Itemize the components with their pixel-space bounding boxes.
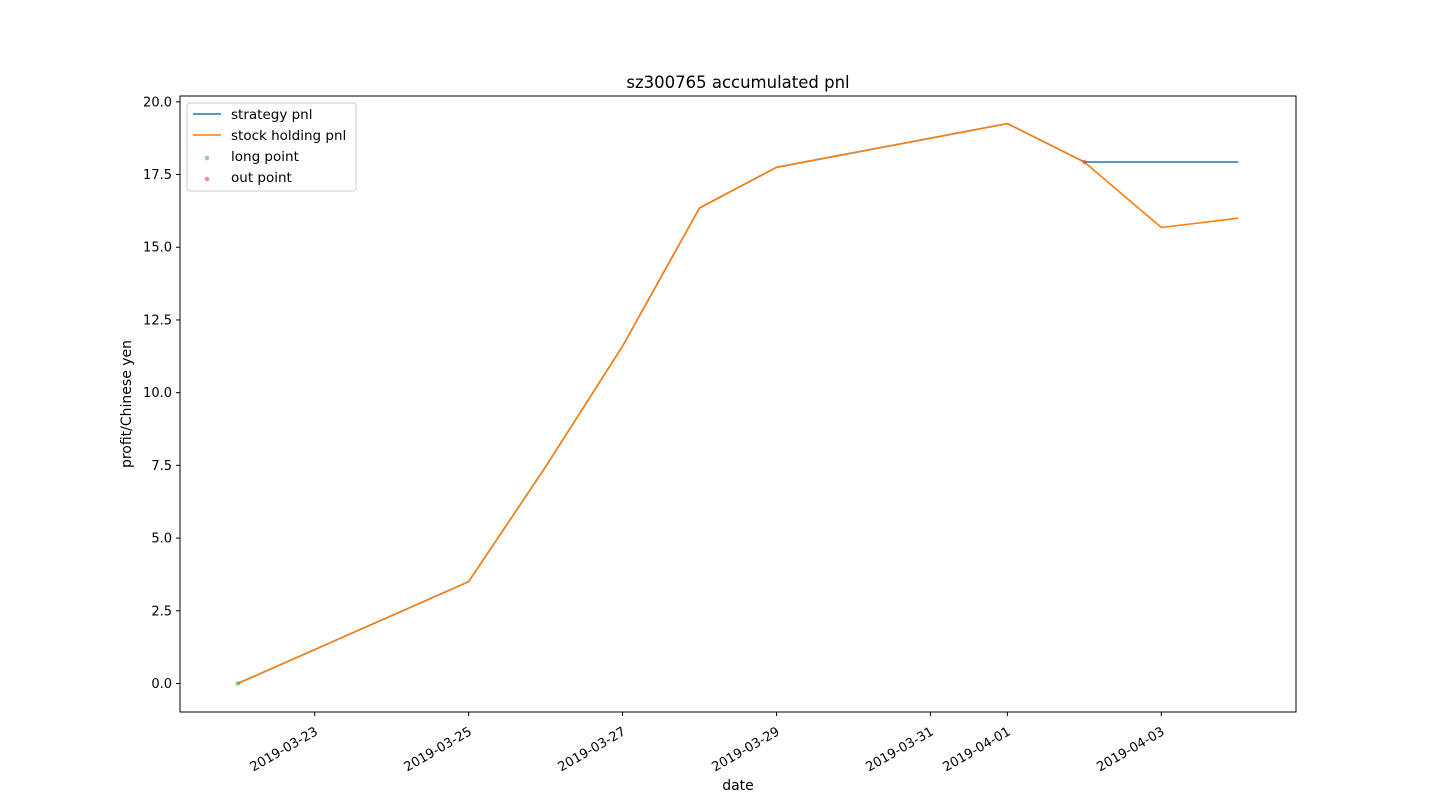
y-tick-label-3: 7.5 — [151, 459, 172, 474]
chart-title: sz300765 accumulated pnl — [626, 73, 849, 92]
y-tick-label-5: 12.5 — [143, 313, 172, 328]
legend-marker-3 — [204, 176, 210, 182]
series-point-3-0 — [1082, 159, 1087, 165]
legend-label-1: stock holding pnl — [231, 128, 346, 144]
y-axis-ticks: 0.0 2.5 5.0 7.5 10.0 12.5 15.0 17.5 20.0 — [143, 95, 180, 692]
plot-frame — [179, 95, 1297, 713]
y-tick-label-1: 2.5 — [151, 604, 172, 619]
x-axis-label: date — [722, 778, 754, 794]
legend: strategy pnl stock holding pnl long point o… — [186, 102, 357, 192]
legend-marker-2 — [204, 155, 210, 161]
y-tick-label-2: 5.0 — [151, 532, 172, 547]
y-axis-label: profit/Chinese yen — [119, 340, 135, 468]
legend-label-3: out point — [231, 170, 292, 186]
legend-label-0: strategy pnl — [231, 107, 312, 123]
legend-label-2: long point — [231, 149, 299, 165]
y-tick-label-7: 17.5 — [143, 168, 172, 183]
y-tick-label-6: 15.0 — [143, 241, 172, 256]
plot-area — [235, 122, 1239, 686]
legend-frame — [186, 102, 357, 192]
series-line-1 — [237, 122, 1239, 685]
y-tick-label-4: 10.0 — [143, 386, 172, 401]
y-tick-label-0: 0.0 — [151, 677, 172, 692]
y-tick-label-8: 20.0 — [143, 95, 172, 110]
series-point-2-0 — [235, 681, 241, 686]
